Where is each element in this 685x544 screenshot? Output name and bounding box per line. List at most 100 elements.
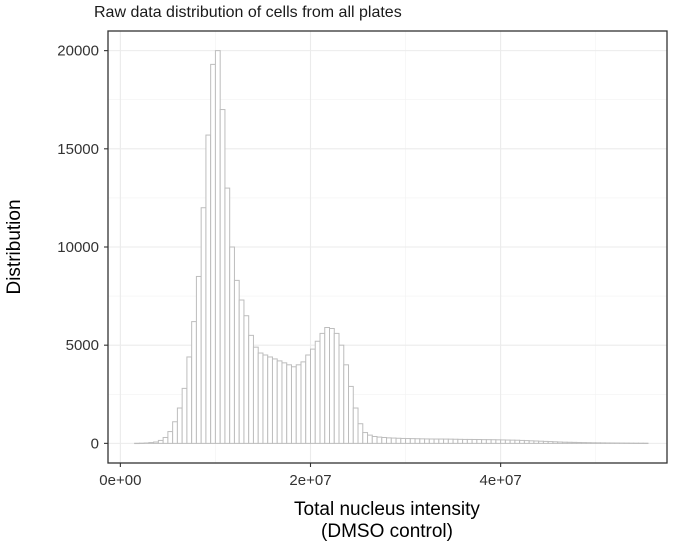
histogram-bar — [290, 366, 297, 444]
histogram-bar — [300, 361, 307, 444]
histogram-bar — [338, 344, 345, 444]
histogram-bar — [371, 435, 378, 444]
histogram-bar — [495, 439, 502, 444]
x-tick-label: 2e+07 — [289, 472, 331, 489]
histogram-bar — [576, 441, 582, 444]
histogram-bar — [443, 438, 449, 444]
histogram-bar — [286, 364, 292, 444]
histogram-bar — [333, 332, 340, 444]
histogram-bar — [167, 431, 174, 444]
histogram-bar — [476, 439, 483, 444]
y-tick-label: 20000 — [57, 43, 99, 60]
histogram-bar — [186, 356, 193, 444]
histogram-bar — [376, 436, 383, 444]
histogram-bar — [580, 442, 587, 444]
histogram-bar — [547, 441, 554, 444]
histogram-bar — [457, 438, 464, 444]
histogram-bar — [319, 332, 326, 444]
histogram-bar — [214, 50, 221, 444]
y-tick-label: 0 — [91, 435, 99, 452]
histogram-bar — [485, 439, 492, 444]
histogram-bar — [595, 442, 601, 444]
histogram-bar — [238, 299, 245, 444]
histogram-bar — [452, 438, 459, 444]
histogram-bar — [219, 109, 226, 444]
histogram-bar — [229, 246, 235, 444]
histogram-bar — [585, 442, 592, 444]
histogram-bar — [419, 438, 426, 444]
histogram-bar — [509, 439, 516, 444]
histogram-bar — [148, 442, 155, 444]
histogram-bar — [542, 440, 549, 444]
x-axis-ticks: 0e+00 2e+07 4e+07 — [99, 463, 522, 489]
histogram-bar — [552, 441, 559, 444]
histogram-bar — [205, 134, 212, 444]
histogram-bar — [224, 187, 231, 444]
histogram-bar — [405, 438, 411, 444]
histogram-bar — [281, 362, 288, 444]
histogram-bar — [243, 315, 250, 444]
histogram-bar — [471, 438, 478, 444]
histogram-bar — [153, 441, 159, 444]
histogram-bar — [195, 275, 202, 444]
histogram-bars — [134, 50, 649, 445]
histogram-bar — [386, 437, 392, 444]
histogram-bar — [181, 387, 188, 444]
histogram-bar — [490, 439, 497, 444]
histogram-bar — [362, 432, 369, 444]
histogram-bar — [523, 440, 530, 444]
histogram-bar — [557, 441, 563, 444]
histogram-bar — [414, 438, 421, 444]
histogram-bar — [528, 440, 535, 444]
histogram-bar — [357, 423, 364, 444]
histogram-bar — [200, 207, 207, 444]
histogram-bar — [433, 438, 440, 444]
histogram-bar — [191, 321, 197, 444]
histogram-bar — [533, 440, 540, 444]
histogram-bar — [400, 437, 407, 444]
histogram-bar — [447, 438, 454, 444]
chart-title: Raw data distribution of cells from all … — [94, 4, 402, 21]
histogram-bar — [424, 438, 430, 444]
histogram-bar — [329, 327, 335, 444]
histogram-bar — [309, 348, 316, 444]
histogram-bar — [571, 441, 578, 444]
y-tick-label: 5000 — [66, 337, 99, 354]
histogram-bar — [257, 352, 264, 444]
histogram-bar — [314, 340, 321, 444]
histogram-bar — [348, 385, 354, 444]
x-tick-label: 0e+00 — [99, 472, 141, 489]
histogram-bar — [172, 421, 178, 444]
histogram-bar — [390, 437, 397, 444]
histogram-bar — [276, 360, 283, 444]
histogram-bar — [438, 438, 445, 444]
y-axis-ticks: 0 5000 10000 15000 20000 — [57, 43, 108, 452]
histogram-bar — [381, 436, 388, 444]
histogram-bar — [466, 438, 473, 444]
histogram-bar — [295, 364, 302, 444]
histogram-bar — [367, 434, 373, 444]
histogram-bar — [343, 364, 350, 444]
x-axis-label-line-2: (DMSO control) — [321, 521, 453, 542]
histogram-bar — [538, 440, 544, 444]
histogram-bar — [428, 438, 435, 444]
y-tick-label: 10000 — [57, 239, 99, 256]
histogram-bar — [248, 334, 254, 444]
histogram-bar — [262, 354, 269, 444]
y-axis-label: Distribution — [4, 199, 25, 294]
histogram-bar — [305, 354, 311, 444]
x-tick-label: 4e+07 — [480, 472, 522, 489]
histogram-bar — [590, 442, 597, 444]
histogram-bar — [514, 439, 521, 444]
histogram-bar — [176, 407, 183, 444]
histogram-bar — [462, 438, 468, 444]
histogram-bar — [500, 439, 506, 444]
histogram-bar — [504, 439, 511, 444]
x-axis-label-line-1: Total nucleus intensity — [294, 499, 480, 520]
histogram-bar — [395, 437, 402, 444]
histogram-bar — [233, 279, 240, 444]
histogram-bar — [252, 346, 259, 444]
histogram-bar — [409, 438, 416, 444]
histogram-bar — [566, 441, 573, 444]
